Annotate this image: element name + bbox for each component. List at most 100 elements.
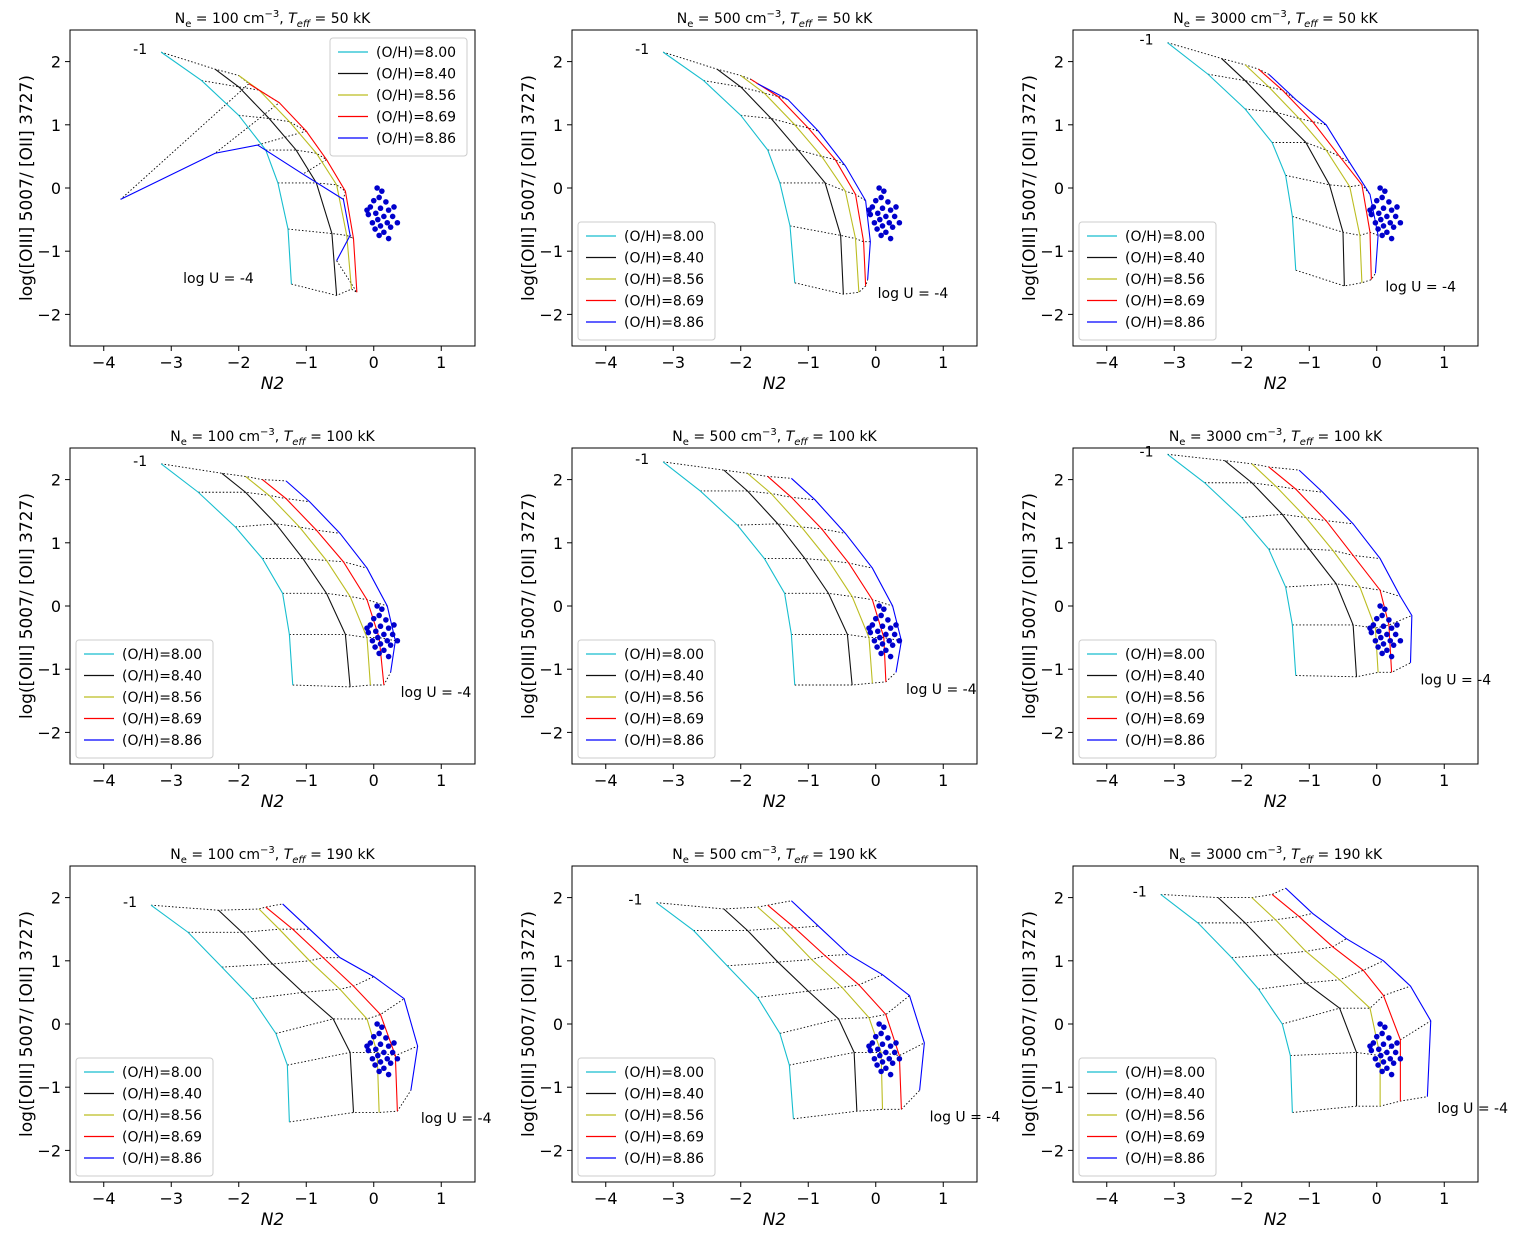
y-tick-label: −1 — [37, 1078, 61, 1097]
x-tick-label: −2 — [227, 353, 251, 372]
data-point — [379, 606, 385, 612]
legend-label: (O/H)=8.40 — [624, 1087, 704, 1103]
title-part: N — [672, 429, 682, 445]
data-point — [1379, 612, 1385, 619]
data-point — [1387, 637, 1394, 644]
subplot-title: Ne = 100 cm−3, Teff = 190 kK — [170, 845, 375, 866]
series-line — [214, 68, 338, 296]
data-point — [874, 226, 880, 232]
data-point — [376, 612, 382, 619]
data-point — [866, 625, 872, 631]
data-point — [887, 625, 894, 631]
x-tick-label: −1 — [1297, 353, 1321, 372]
data-point — [872, 197, 879, 204]
title-part: −3 — [265, 9, 280, 20]
x-tick-label: 0 — [1372, 1189, 1382, 1208]
annotation-logu-bottom: log U = -4 — [1437, 1101, 1508, 1117]
y-axis-label: log([OIII] 5007/ [OII] 3727) — [519, 911, 539, 1137]
data-point — [886, 219, 893, 226]
data-point — [887, 235, 894, 242]
title-part: = 500 cm — [693, 11, 766, 27]
logu-grid-line — [1160, 887, 1286, 899]
data-point — [383, 199, 389, 205]
data-point — [377, 1059, 384, 1065]
series-line — [282, 903, 419, 1091]
data-point — [887, 1071, 894, 1078]
data-point — [1375, 226, 1381, 232]
data-point — [1388, 1043, 1395, 1049]
data-point — [385, 653, 392, 660]
data-point — [1367, 1043, 1373, 1049]
y-tick-label: 0 — [553, 597, 563, 616]
y-tick-label: −1 — [1040, 242, 1064, 261]
annotation-logu-top: -1 — [628, 893, 642, 909]
x-tick-label: −2 — [227, 1189, 251, 1208]
data-point — [364, 207, 370, 213]
data-point — [374, 185, 380, 191]
data-point — [878, 650, 884, 657]
title-part: = 3000 cm — [1190, 11, 1272, 27]
logu-grid-line — [1258, 960, 1384, 990]
data-point — [1392, 213, 1399, 220]
data-point — [893, 1040, 899, 1046]
data-point — [374, 603, 380, 609]
x-tick-label: −1 — [796, 1189, 820, 1208]
data-point — [1373, 197, 1380, 204]
data-point — [384, 219, 391, 226]
title-part: −3 — [767, 9, 782, 20]
data-point — [1380, 1059, 1387, 1065]
data-point — [1368, 211, 1375, 218]
title-part: = 100 kK — [306, 429, 376, 445]
data-point — [1384, 647, 1390, 654]
data-point — [1386, 617, 1392, 623]
data-point — [877, 634, 883, 641]
data-point — [1377, 603, 1383, 609]
x-tick-label: 0 — [1372, 771, 1382, 790]
data-point — [1397, 637, 1404, 644]
legend-label: (O/H)=8.86 — [122, 1151, 202, 1167]
logu-grid-line — [262, 558, 368, 569]
data-point — [1397, 1055, 1404, 1062]
title-part: eff — [292, 855, 307, 866]
annotation-logu-bottom: log U = -4 — [421, 1111, 492, 1127]
data-point — [376, 1068, 382, 1075]
x-tick-label: −4 — [1095, 1189, 1119, 1208]
x-tick-label: −4 — [1095, 353, 1119, 372]
logu-grid-line — [235, 523, 341, 534]
y-tick-label: −2 — [1040, 305, 1064, 324]
title-part: e — [683, 437, 689, 448]
annotation-logu-top: -1 — [635, 42, 649, 58]
data-point — [387, 642, 394, 648]
title-part: T — [1291, 429, 1301, 445]
logu-grid-line — [793, 1090, 920, 1120]
data-point — [385, 207, 392, 213]
title-part: N — [170, 847, 180, 863]
data-point — [1379, 650, 1385, 657]
y-tick-label: 1 — [553, 116, 563, 135]
data-point — [883, 631, 889, 638]
legend: (O/H)=8.00 (O/H)=8.40 (O/H)=8.56 (O/H)=8.69… — [1078, 221, 1217, 341]
data-point — [1372, 637, 1379, 644]
y-tick-label: −1 — [539, 1078, 563, 1097]
logu-grid-line — [282, 592, 388, 607]
x-tick-label: −3 — [159, 353, 183, 372]
data-point — [372, 226, 378, 232]
data-point — [876, 1021, 882, 1027]
data-point — [1394, 204, 1400, 210]
data-point — [1367, 625, 1373, 631]
x-tick-label: 1 — [938, 771, 948, 790]
y-tick-label: 1 — [51, 116, 61, 135]
series-line — [656, 902, 794, 1119]
title-part: e — [181, 855, 187, 866]
annotation-logu-bottom: log U = -4 — [1421, 672, 1492, 688]
data-point — [1390, 642, 1397, 648]
legend-frame — [1078, 221, 1217, 341]
data-point — [389, 213, 396, 220]
logu-grid-line — [1285, 583, 1401, 597]
title-part: , — [1282, 429, 1291, 445]
title-part: , — [777, 429, 786, 445]
data-point — [871, 1055, 878, 1062]
y-tick-label: 1 — [51, 534, 61, 553]
series-line — [1221, 58, 1345, 286]
